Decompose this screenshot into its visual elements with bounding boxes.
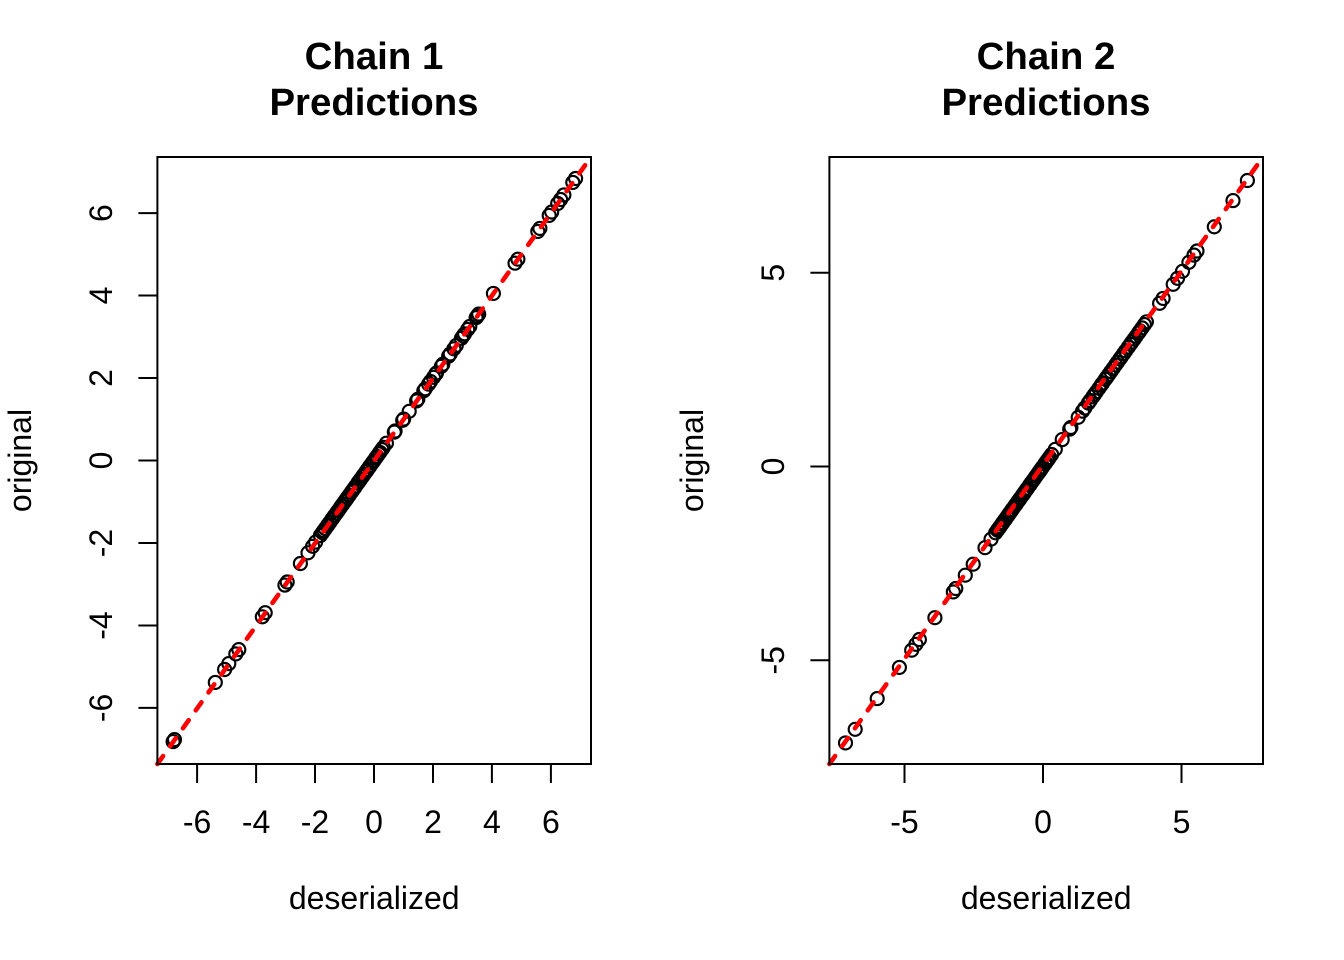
svg-text:Chain 2: Chain 2 [977,35,1116,78]
svg-text:Predictions: Predictions [941,81,1150,124]
svg-text:0: 0 [83,452,119,470]
svg-text:-6: -6 [83,694,119,722]
svg-text:6: 6 [83,204,119,222]
svg-text:-4: -4 [83,611,119,639]
svg-text:0: 0 [755,458,791,476]
svg-text:4: 4 [483,804,501,840]
svg-text:5: 5 [755,264,791,282]
svg-text:deserialized: deserialized [961,880,1132,916]
svg-text:-4: -4 [242,804,270,840]
svg-text:5: 5 [1173,804,1191,840]
svg-text:original: original [2,409,38,512]
svg-text:2: 2 [83,369,119,387]
svg-text:-6: -6 [183,804,211,840]
svg-text:0: 0 [365,804,383,840]
svg-text:Predictions: Predictions [269,81,478,124]
svg-text:4: 4 [83,287,119,305]
svg-text:0: 0 [1034,804,1052,840]
svg-text:-2: -2 [301,804,329,840]
svg-text:-5: -5 [755,646,791,674]
svg-text:2: 2 [424,804,442,840]
svg-text:6: 6 [542,804,560,840]
svg-text:deserialized: deserialized [289,880,460,916]
svg-text:original: original [674,409,710,512]
svg-text:-2: -2 [83,529,119,557]
svg-text:Chain 1: Chain 1 [305,35,444,78]
svg-text:-5: -5 [890,804,918,840]
